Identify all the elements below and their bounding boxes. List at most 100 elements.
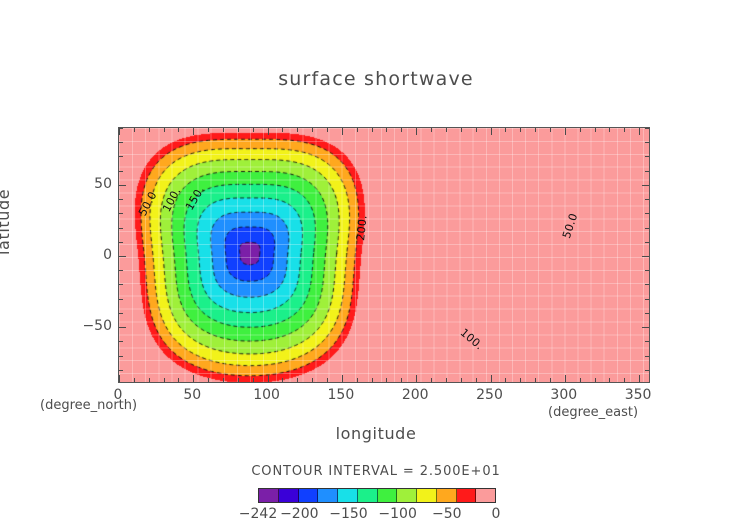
axis-tick	[639, 128, 641, 135]
y-axis-tick-labels: 50 0 −50	[60, 127, 112, 383]
axis-tick	[208, 128, 210, 132]
x-tick-label: 100	[253, 387, 280, 403]
axis-tick	[416, 128, 418, 135]
axis-tick	[431, 378, 433, 382]
axis-tick	[645, 270, 649, 272]
axis-tick	[148, 128, 150, 132]
axis-tick	[237, 378, 239, 382]
axis-tick	[119, 128, 120, 135]
x-tick-label: 150	[327, 387, 355, 403]
colorbar-tick-label: −242	[238, 506, 278, 522]
axis-tick	[119, 298, 123, 300]
axis-tick	[356, 128, 358, 132]
colorbar-swatch	[377, 489, 398, 502]
axis-tick	[119, 284, 123, 286]
axis-tick	[642, 256, 649, 257]
axis-tick	[645, 142, 649, 144]
axis-tick	[163, 128, 165, 132]
axis-tick	[178, 128, 180, 132]
axis-tick	[579, 128, 581, 132]
axis-tick	[431, 128, 433, 132]
colorbar-tick-label: 0	[491, 506, 501, 522]
axis-tick	[490, 128, 492, 135]
axis-tick	[460, 378, 462, 382]
axis-tick	[119, 156, 123, 158]
colorbar-swatch	[298, 489, 319, 502]
axis-tick	[341, 128, 343, 135]
axis-tick	[579, 378, 581, 382]
axis-tick	[119, 341, 123, 343]
axis-tick	[208, 378, 210, 382]
axis-tick	[645, 341, 649, 343]
axis-tick	[645, 298, 649, 300]
axis-tick	[645, 128, 649, 129]
y-tick-label: 50	[94, 175, 112, 192]
colorbar-swatch	[278, 489, 299, 502]
colorbar-tick-labels: −242 −200 −150 −100 −50 0	[118, 506, 636, 526]
colorbar-swatch	[417, 489, 437, 502]
colorbar-swatch	[338, 489, 358, 502]
axis-tick	[252, 128, 254, 132]
axis-tick	[645, 199, 649, 201]
axis-tick	[119, 312, 123, 314]
axis-tick	[535, 378, 537, 382]
axis-tick	[119, 170, 123, 172]
axis-tick	[475, 378, 477, 382]
axis-tick	[119, 375, 120, 382]
y-tick-label: −50	[82, 318, 112, 335]
axis-tick	[267, 375, 269, 382]
axis-tick	[119, 270, 123, 272]
axis-tick	[645, 369, 649, 371]
colorbar-swatch	[436, 489, 457, 502]
axis-tick	[119, 128, 123, 129]
axis-tick	[119, 327, 126, 329]
axis-tick	[564, 128, 566, 135]
axis-tick	[549, 378, 551, 382]
axis-tick	[282, 128, 284, 132]
axis-tick	[371, 128, 373, 132]
axis-tick	[119, 184, 126, 186]
x-axis-unit: (degree_east)	[548, 405, 639, 420]
colorbar-swatch	[357, 489, 378, 502]
axis-tick	[609, 378, 611, 382]
colorbar-swatch	[476, 489, 495, 502]
axis-tick	[642, 327, 649, 329]
colorbar[interactable]	[258, 488, 496, 503]
axis-tick	[490, 375, 492, 382]
y-tick-label: 0	[103, 247, 112, 263]
axis-tick	[386, 128, 388, 132]
contour-interval-text: CONTOUR INTERVAL = 2.500E+01	[251, 464, 501, 479]
page-title: surface shortwave	[278, 68, 474, 90]
axis-tick	[445, 378, 447, 382]
axis-tick	[549, 128, 551, 132]
axis-tick	[645, 312, 649, 314]
axis-tick	[520, 378, 522, 382]
axis-tick	[119, 227, 123, 229]
axis-tick	[223, 128, 225, 132]
x-tick-label: 0	[113, 387, 123, 403]
colorbar-swatch	[259, 489, 279, 502]
axis-tick	[178, 378, 180, 382]
axis-tick	[356, 378, 358, 382]
axis-tick	[642, 184, 649, 186]
axis-tick	[119, 241, 123, 243]
axis-tick	[341, 375, 343, 382]
colorbar-swatch	[397, 489, 417, 502]
contour-plot-area[interactable]: 50.0 100. 150. 200. 50.0 100.	[118, 127, 650, 383]
axis-tick	[645, 213, 649, 215]
axis-tick	[119, 369, 123, 371]
axis-tick	[401, 378, 403, 382]
axis-tick	[312, 128, 314, 132]
axis-tick	[133, 378, 135, 382]
axis-tick	[535, 128, 537, 132]
axis-tick	[594, 378, 596, 382]
axis-tick	[460, 128, 462, 132]
axis-tick	[624, 128, 626, 132]
axis-tick	[645, 241, 649, 243]
colorbar-tick-label: −150	[329, 506, 368, 522]
axis-tick	[237, 128, 239, 132]
axis-tick	[371, 378, 373, 382]
axis-tick	[133, 128, 135, 132]
axis-tick	[163, 378, 165, 382]
